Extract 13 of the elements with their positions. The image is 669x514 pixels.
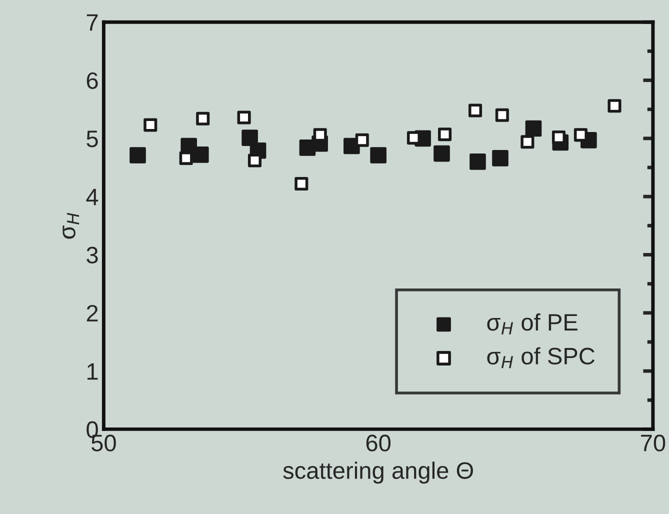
y-tick-label: 4 — [86, 188, 98, 206]
x-tick-label: 70 — [641, 434, 666, 452]
y-tick-label: 3 — [86, 246, 98, 264]
y-tick-label: 2 — [86, 304, 98, 322]
x-tick-label: 60 — [366, 434, 391, 452]
y-tick-label: 7 — [86, 14, 98, 31]
y-tick-label: 5 — [86, 130, 98, 148]
x-axis-title: scattering angle Θ — [283, 462, 474, 484]
legend-label: σ$_{H}$ of PE — [487, 313, 578, 334]
y-tick-label: 1 — [88, 363, 98, 380]
y-tick-label: 6 — [86, 72, 98, 90]
legend-label: σ$_{H}$ of SPC — [487, 347, 595, 368]
y-axis-title: σ$_{H}$ — [62, 212, 80, 239]
